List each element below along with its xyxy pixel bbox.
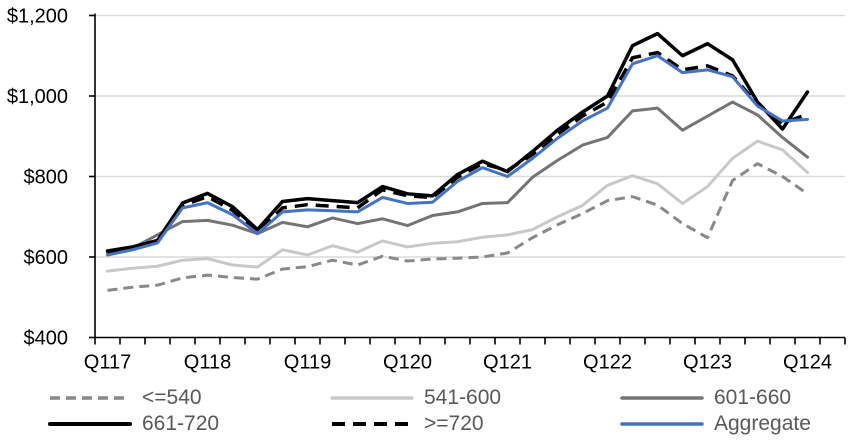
legend-label: >=720 bbox=[424, 412, 484, 435]
legend-swatch-dashed-line bbox=[50, 396, 130, 400]
y-axis-tick-label: $1,200 bbox=[7, 6, 68, 28]
legend-swatch-dashed-line bbox=[332, 422, 412, 426]
y-axis-tick-label: $600 bbox=[24, 247, 69, 269]
legend-item: 541-600 bbox=[330, 386, 501, 410]
series-lines bbox=[105, 31, 810, 292]
x-axis-tick-label: Q123 bbox=[683, 352, 732, 374]
legend-label: Aggregate bbox=[714, 412, 811, 435]
legend-swatch-solid-line bbox=[620, 422, 704, 426]
y-axis-tick-label: $400 bbox=[24, 328, 69, 350]
legend-label: <=540 bbox=[142, 386, 202, 409]
x-axis-tick-label: Q117 bbox=[84, 352, 131, 374]
series-line-540 bbox=[107, 162, 809, 292]
x-axis-tick-label: Q124 bbox=[783, 352, 832, 374]
x-axis-tick-label: Q118 bbox=[184, 352, 231, 374]
x-axis-tick-label: Q120 bbox=[383, 352, 432, 374]
y-axis-tick-label: $800 bbox=[24, 167, 69, 189]
legend-item: >=720 bbox=[330, 412, 484, 436]
legend-label: 541-600 bbox=[424, 386, 502, 409]
legend-swatch-solid-line bbox=[620, 396, 704, 400]
legend-item: <=540 bbox=[48, 386, 202, 410]
legend-item: 601-660 bbox=[620, 386, 791, 410]
series-line-aggregate bbox=[106, 54, 809, 257]
legend-swatch-solid-line bbox=[330, 396, 414, 400]
x-axis-tick-label: Q121 bbox=[483, 352, 532, 374]
legend-label: 601-660 bbox=[714, 386, 792, 409]
series-line-661-720 bbox=[105, 31, 810, 253]
legend-item: 661-720 bbox=[48, 412, 219, 436]
legend-item: Aggregate bbox=[620, 412, 811, 436]
x-axis-tick-label: Q119 bbox=[284, 352, 331, 374]
x-axis-tick-labels: Q117 Q118 Q119 Q120 Q121 Q122 Q123 Q124 bbox=[84, 352, 832, 374]
y-axis-tick-label: $1,000 bbox=[7, 86, 68, 108]
series-line-720 bbox=[107, 50, 809, 254]
x-axis-tick-label: Q122 bbox=[583, 352, 632, 374]
series-line-601-660 bbox=[106, 100, 809, 255]
chart-plot-area: $400 $600 $800 $1,000 $1,200 Q117 Q118 Q119 Q12… bbox=[7, 6, 846, 374]
legend-swatch-solid-line bbox=[48, 422, 132, 426]
axes bbox=[89, 13, 846, 345]
series-line-541-600 bbox=[106, 139, 809, 273]
legend-label: 661-720 bbox=[142, 412, 220, 435]
y-axis-tick-labels: $400 $600 $800 $1,000 $1,200 bbox=[7, 6, 68, 350]
